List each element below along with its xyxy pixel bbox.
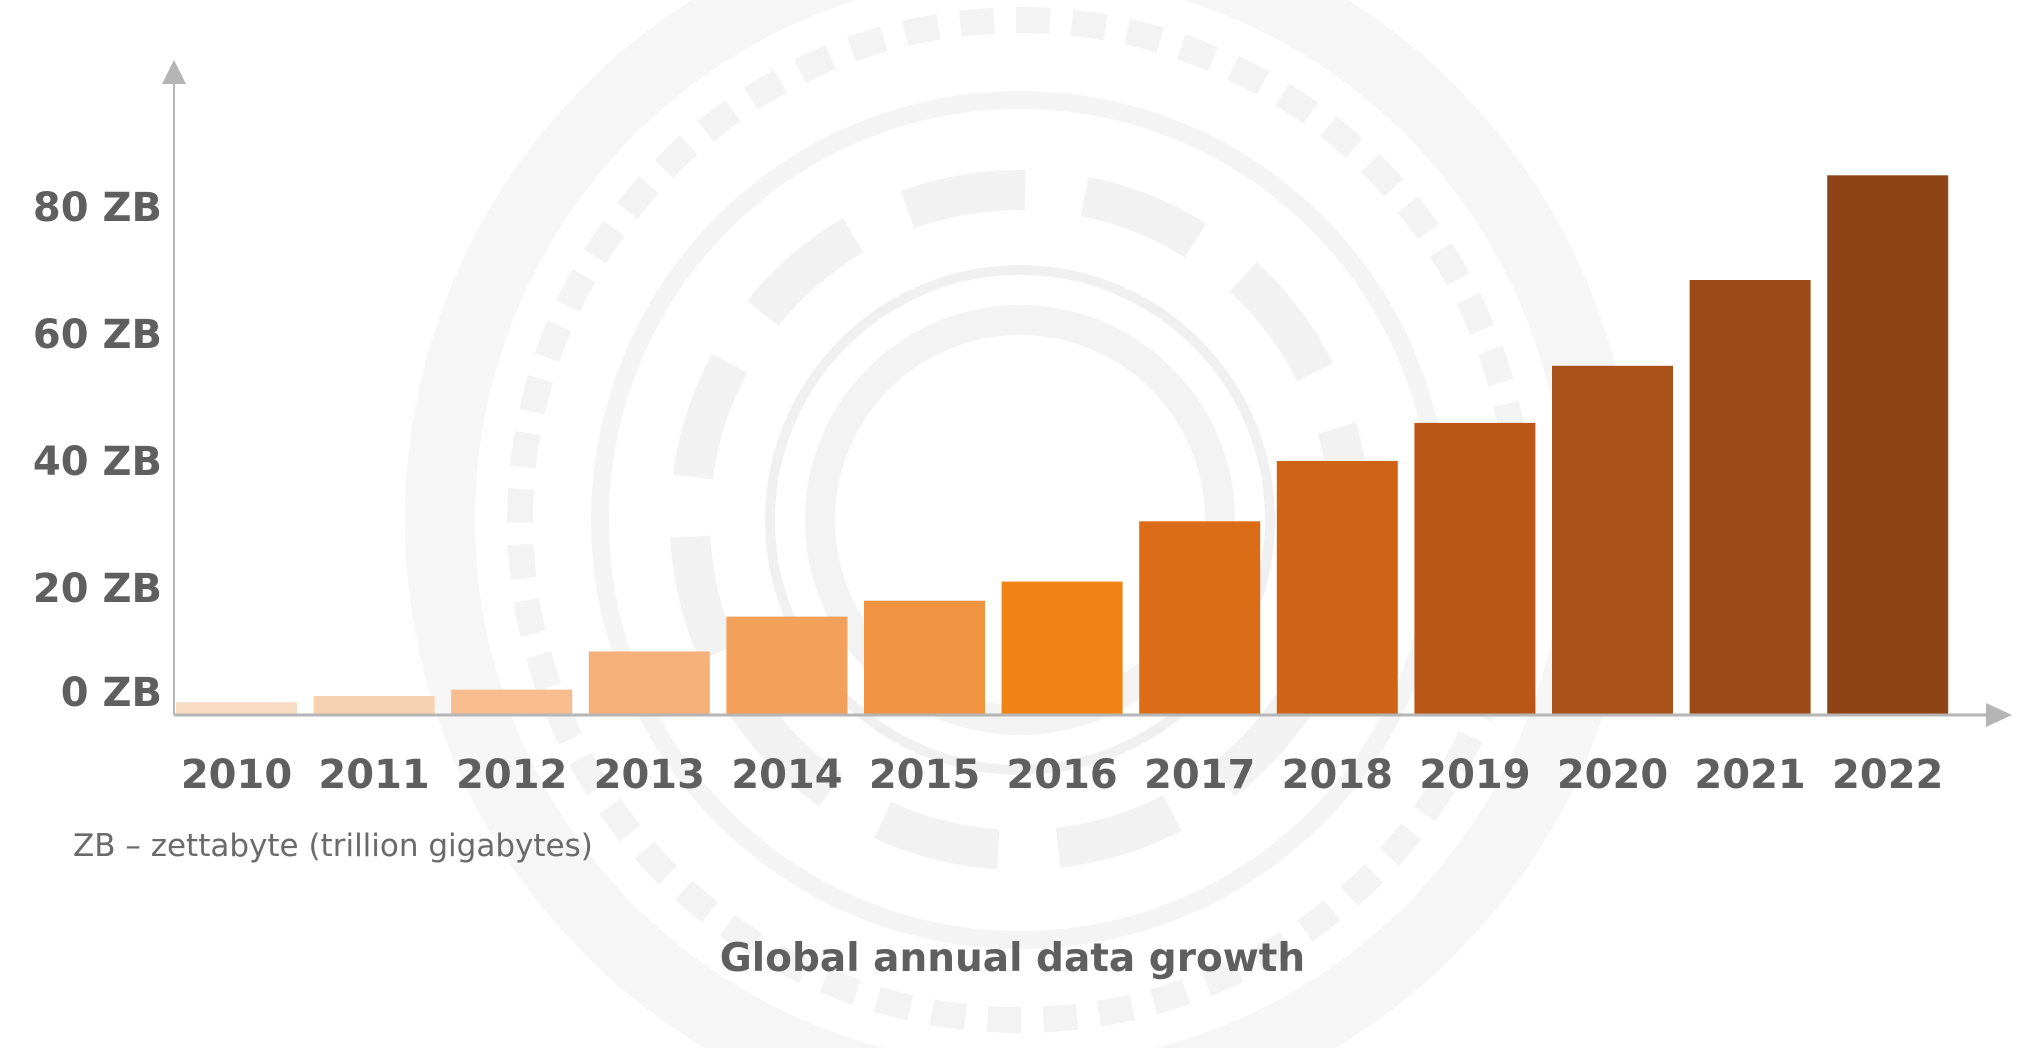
y-tick-label: 20 ZB [33, 566, 162, 612]
x-tick-label: 2019 [1419, 752, 1530, 798]
x-tick-label: 2021 [1694, 752, 1805, 798]
bar-2017 [1139, 521, 1261, 715]
y-tick-label: 80 ZB [33, 185, 162, 231]
x-tick-label: 2018 [1282, 752, 1393, 798]
x-axis-ticks: 2010 2011 2012 2013 2014 2015 2016 2017 2018 2019… [181, 752, 1944, 798]
axes [162, 60, 2012, 727]
x-tick-label: 2022 [1832, 752, 1943, 798]
bar-2018 [1276, 461, 1398, 715]
y-tick-label: 0 ZB [61, 670, 162, 716]
x-tick-label: 2016 [1006, 752, 1117, 798]
bar-group [176, 175, 1949, 716]
bar-2022 [1827, 175, 1949, 716]
y-axis-arrow [162, 60, 186, 84]
bar-2013 [588, 651, 710, 715]
bar-2011 [313, 696, 435, 715]
x-tick-label: 2011 [318, 752, 429, 798]
x-tick-label: 2014 [731, 752, 842, 798]
chart-footnote: ZB – zettabyte (trillion gigabytes) [73, 828, 593, 864]
x-tick-label: 2012 [456, 752, 567, 798]
x-tick-label: 2013 [594, 752, 705, 798]
bar-2012 [451, 689, 573, 715]
bar-2015 [864, 600, 985, 715]
bar-2016 [1001, 581, 1123, 715]
x-tick-label: 2010 [181, 752, 292, 798]
y-axis-ticks: 0 ZB 20 ZB 40 ZB 60 ZB 80 ZB [33, 185, 162, 716]
bar-2020 [1552, 365, 1673, 716]
background-ring [670, 170, 1370, 870]
x-axis-arrow [1986, 703, 2012, 727]
x-tick-label: 2017 [1144, 752, 1255, 798]
bar-2014 [726, 616, 848, 715]
bar-2019 [1414, 422, 1536, 715]
bar-2010 [176, 702, 297, 715]
x-tick-label: 2015 [869, 752, 980, 798]
background-ring [765, 265, 1275, 775]
bar-2021 [1689, 280, 1811, 715]
y-tick-label: 60 ZB [33, 312, 162, 358]
chart-title: Global annual data growth [719, 936, 1306, 981]
y-tick-label: 40 ZB [33, 439, 162, 485]
background-ring [805, 305, 1235, 735]
x-tick-label: 2020 [1557, 752, 1668, 798]
